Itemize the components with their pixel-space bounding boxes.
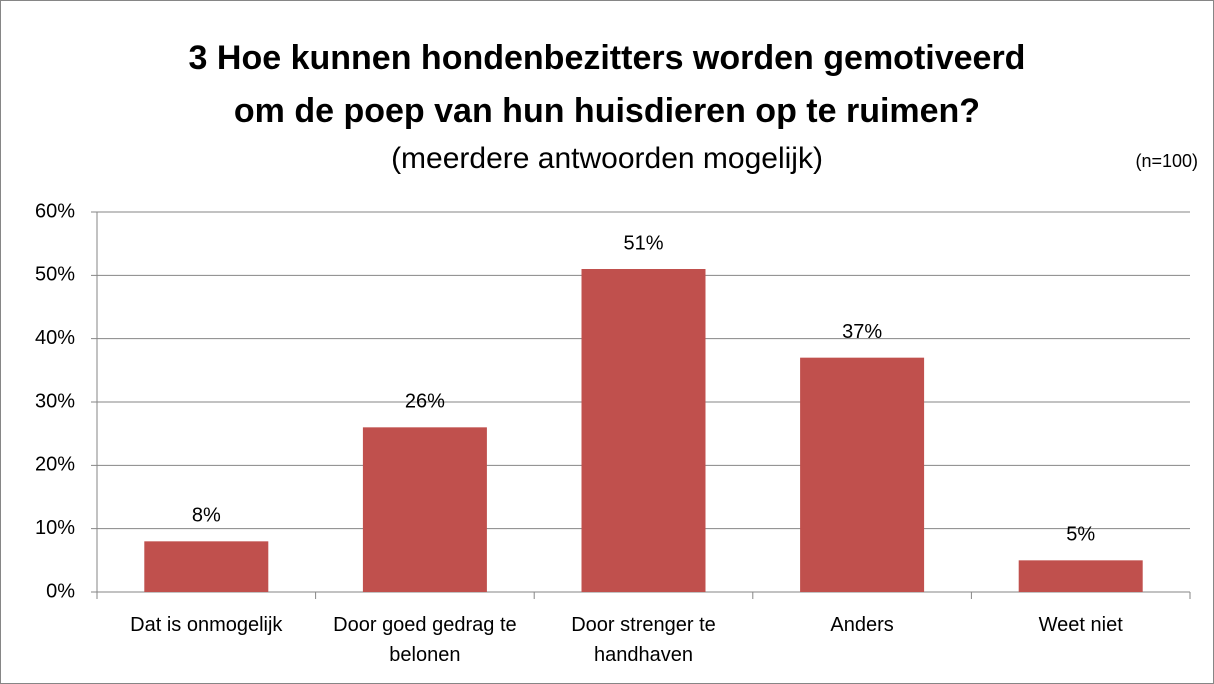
y-tick-label: 60%	[35, 200, 75, 222]
data-label: 5%	[1066, 524, 1095, 546]
y-tick-label: 0%	[46, 580, 75, 602]
x-tick-label: Dat is onmogelijk	[130, 614, 283, 636]
data-label: 8%	[192, 505, 221, 527]
x-tick-label: Weet niet	[1038, 614, 1123, 636]
y-tick-label: 40%	[35, 327, 75, 349]
bar	[362, 427, 487, 592]
chart-title: 3 Hoe kunnen hondenbezitters worden gemo…	[189, 39, 1026, 77]
y-tick-label: 30%	[35, 390, 75, 412]
data-label: 51%	[623, 232, 663, 254]
data-label: 26%	[405, 391, 445, 413]
bar	[1018, 560, 1143, 592]
bar	[581, 269, 706, 592]
data-label: 37%	[842, 321, 882, 343]
chart-title: om de poep van hun huisdieren op te ruim…	[234, 92, 980, 130]
y-tick-label: 10%	[35, 517, 75, 539]
x-tick-label: Door strenger te handhaven	[571, 614, 716, 666]
x-tick-label: Door goed gedrag te belonen	[333, 614, 517, 666]
chart-subtitle: (meerdere antwoorden mogelijk)	[391, 142, 823, 175]
x-tick-label: Anders	[830, 614, 894, 636]
y-tick-label: 50%	[35, 264, 75, 286]
bar	[800, 357, 925, 592]
y-tick-label: 20%	[35, 454, 75, 476]
bar	[144, 541, 269, 592]
annotation: (n=100)	[1135, 151, 1198, 171]
